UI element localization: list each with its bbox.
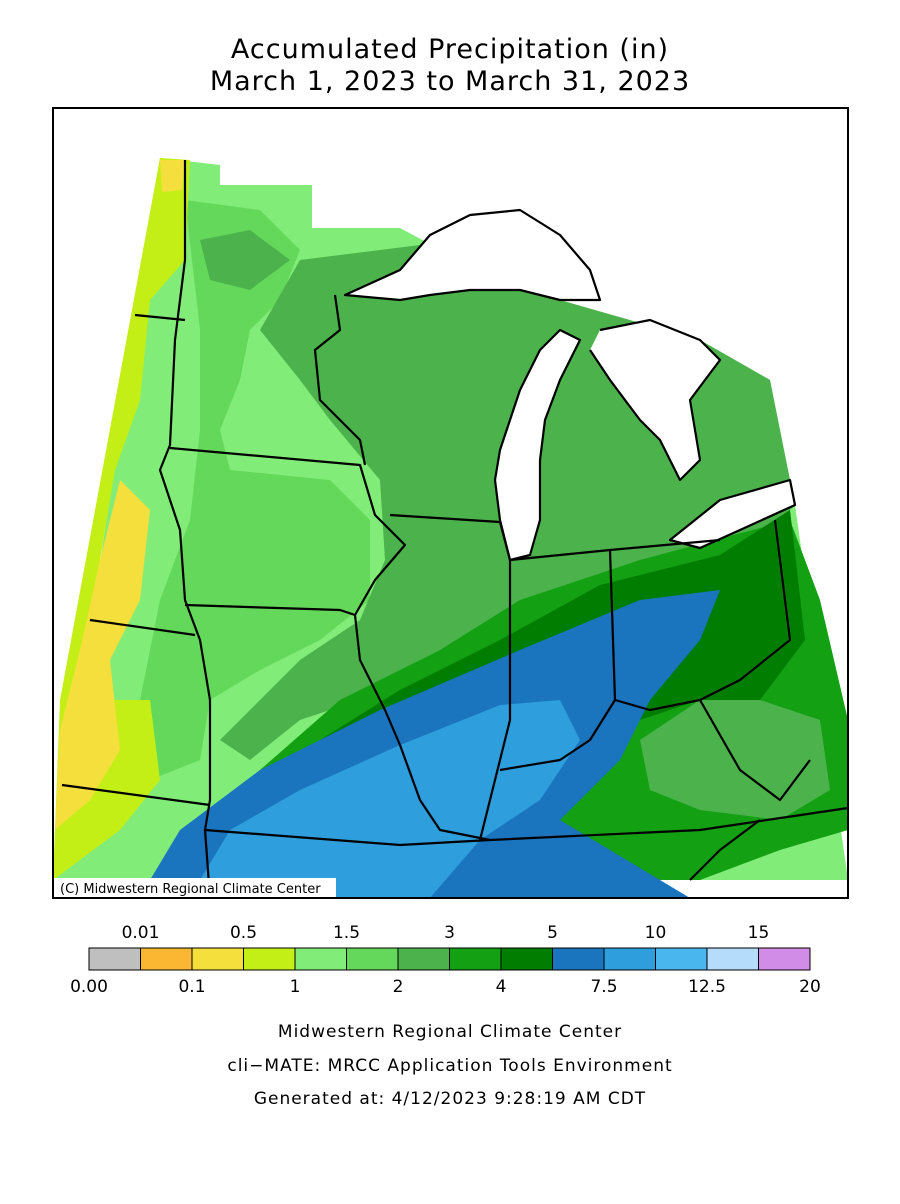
legend-label: 12.5: [688, 977, 726, 997]
legend-label: 0.1: [178, 977, 205, 997]
legend-label: 3: [444, 923, 455, 943]
legend-swatch: [191, 947, 244, 971]
legend-swatch: [603, 947, 656, 971]
legend-label: 20: [799, 977, 821, 997]
legend-label: 0.00: [70, 977, 108, 997]
legend-swatch: [655, 947, 708, 971]
legend-label: 1.5: [333, 923, 360, 943]
map-credit: (C) Midwestern Regional Climate Center: [60, 882, 321, 897]
legend-swatch: [140, 947, 193, 971]
legend-swatch: [243, 947, 296, 971]
legend-label: 2: [393, 977, 404, 997]
legend-swatch: [758, 947, 811, 971]
legend-swatch: [88, 947, 141, 971]
legend-swatch: [346, 947, 399, 971]
legend-swatch: [552, 947, 605, 971]
legend-swatch: [294, 947, 347, 971]
legend-swatch: [500, 947, 553, 971]
legend-label: 4: [496, 977, 507, 997]
legend: 0.00 0.01 0.1 0.5 1 1.5 2 3 4 5 7.5 10 12.5 15 20: [70, 923, 821, 997]
footer-line: cli−MATE: MRCC Application Tools Environ…: [227, 1056, 672, 1076]
legend-swatch: [706, 947, 759, 971]
title-line: March 1, 2023 to March 31, 2023: [210, 66, 690, 97]
map: (C) Midwestern Regional Climate Center: [52, 107, 849, 899]
legend-label: 15: [748, 923, 770, 943]
legend-label: 0.01: [122, 923, 160, 943]
legend-label: 0.5: [230, 923, 257, 943]
legend-label: 7.5: [590, 977, 617, 997]
footer-line: Midwestern Regional Climate Center: [278, 1022, 622, 1042]
legend-label: 1: [290, 977, 301, 997]
legend-label: 5: [547, 923, 558, 943]
legend-swatch: [449, 947, 502, 971]
legend-label: 10: [645, 923, 667, 943]
footer-line: Generated at: 4/12/2023 9:28:19 AM CDT: [254, 1089, 646, 1109]
title-line: Accumulated Precipitation (in): [231, 34, 669, 65]
legend-swatch: [397, 947, 450, 971]
